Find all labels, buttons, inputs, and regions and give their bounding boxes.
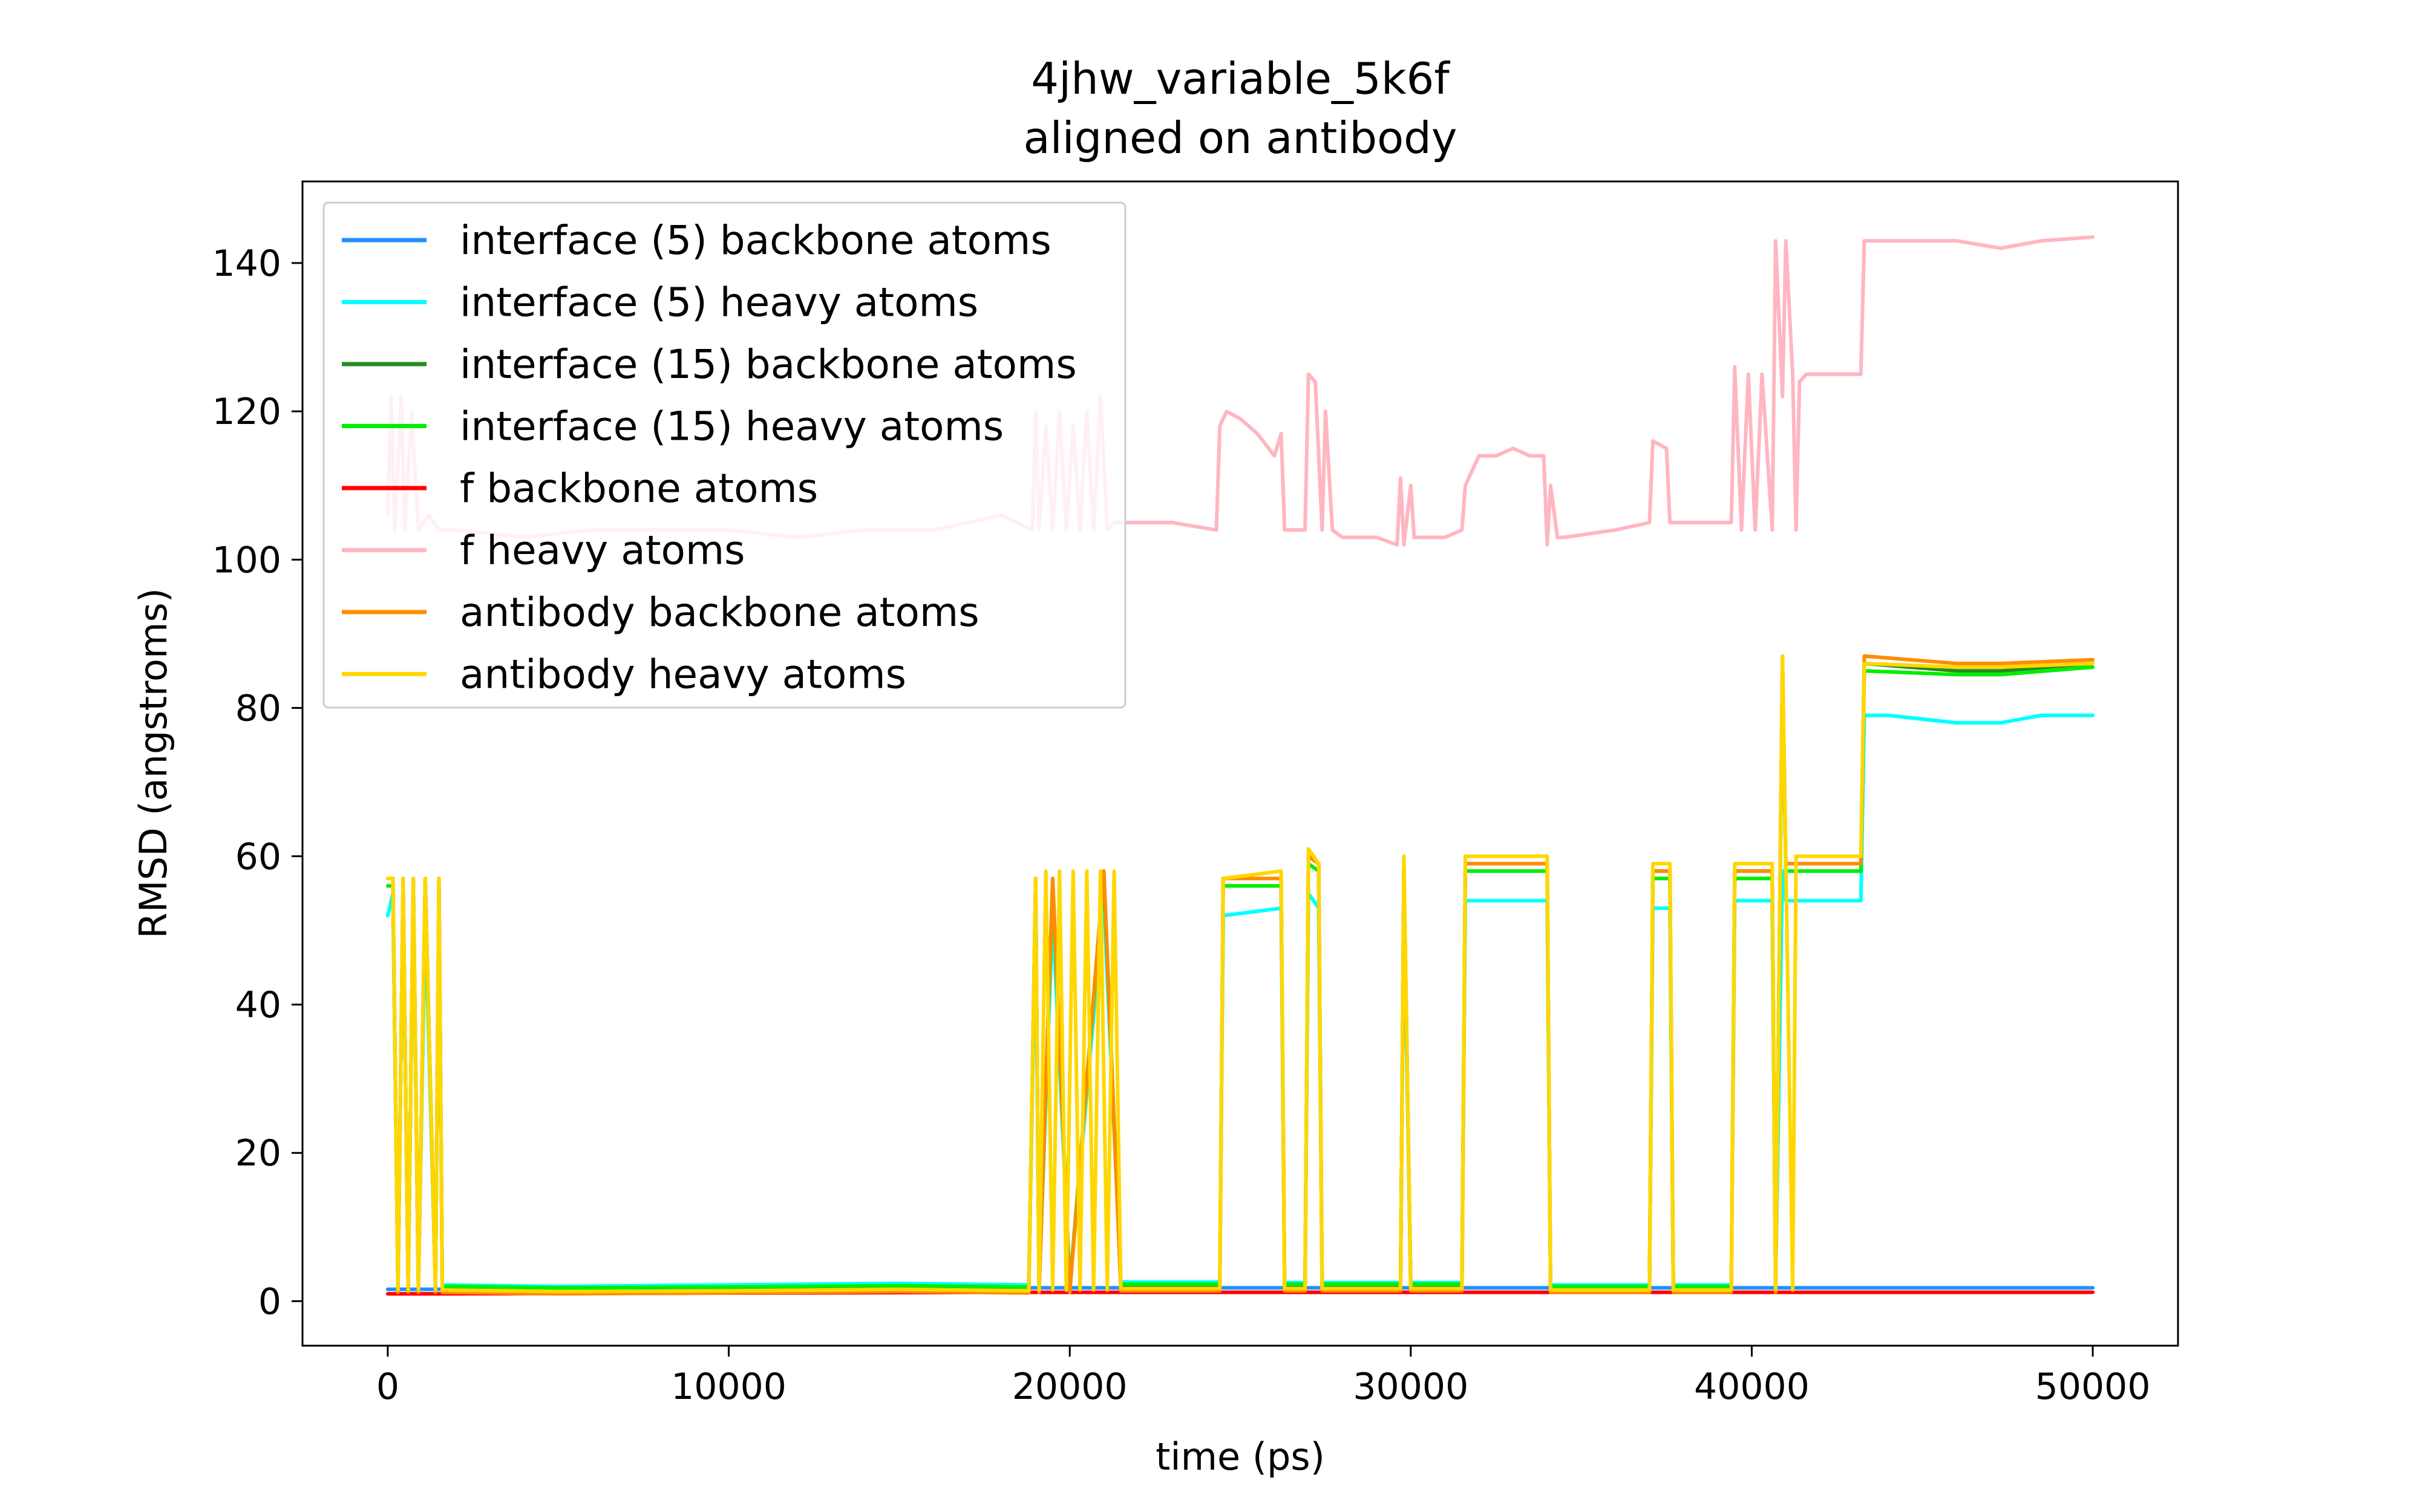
x-tick-label: 0: [376, 1366, 399, 1408]
legend-entry-label: antibody backbone atoms: [460, 589, 979, 636]
y-axis: 0 20 40 60 80 100 120 140: [212, 243, 302, 1323]
x-tick-label: 50000: [2035, 1366, 2151, 1408]
x-axis: 0 10000 20000 30000 40000 50000: [376, 1346, 2151, 1408]
plot-frame: [301, 180, 2179, 1347]
x-axis-label: time (ps): [1156, 1435, 1325, 1479]
series-line-1: [385, 1286, 2095, 1291]
legend-entry-label: interface (15) backbone atoms: [460, 341, 1077, 388]
y-tick-label: 120: [212, 391, 281, 433]
y-tick-label: 20: [235, 1132, 281, 1175]
legend-entry-label: f heavy atoms: [460, 527, 745, 574]
chart-title: 4jhw_variable_5k6f: [1031, 53, 1450, 104]
x-tick-label: 30000: [1353, 1366, 1468, 1408]
series-line-8: [385, 654, 2095, 1294]
y-axis-label: RMSD (angstroms): [131, 588, 175, 939]
series-line-5: [385, 1290, 2095, 1296]
y-tick-label: 40: [235, 984, 281, 1026]
x-tick-label: 10000: [671, 1366, 786, 1408]
legend-entry-label: antibody heavy atoms: [460, 651, 906, 698]
x-tick-label: 40000: [1694, 1366, 1810, 1408]
legend: interface (5) backbone atoms interface (5…: [322, 201, 1127, 709]
series-layer: [385, 235, 2095, 1296]
y-tick-label: 80: [235, 688, 281, 730]
y-tick-label: 140: [212, 243, 281, 285]
x-tick-label: 20000: [1012, 1366, 1128, 1408]
y-tick-label: 100: [212, 539, 281, 581]
chart-subtitle: aligned on antibody: [1024, 112, 1457, 163]
legend-box: [322, 201, 1127, 709]
y-tick-label: 0: [258, 1280, 281, 1323]
legend-entry-label: f backbone atoms: [460, 465, 818, 512]
legend-entry-label: interface (15) heavy atoms: [460, 403, 1004, 450]
legend-entry-label: interface (5) heavy atoms: [460, 279, 978, 326]
legend-entry-label: interface (5) backbone atoms: [460, 217, 1051, 264]
plot-area: [301, 180, 2179, 1347]
y-tick-label: 60: [235, 836, 281, 878]
